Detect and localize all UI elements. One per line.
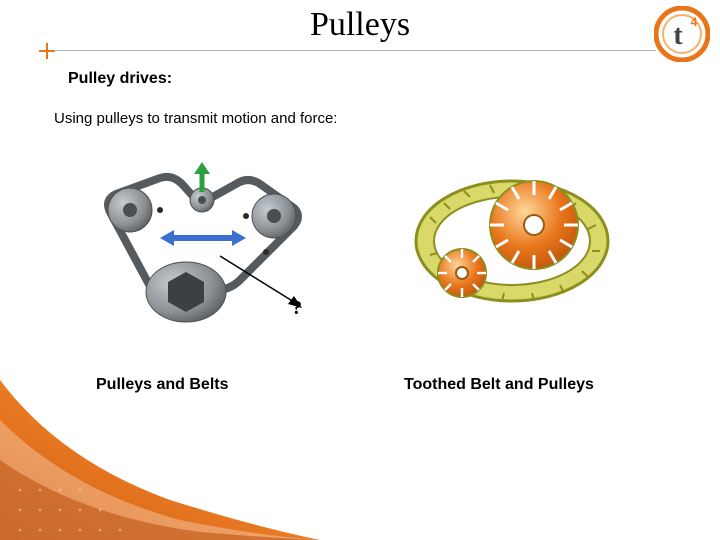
plus-icon xyxy=(39,43,55,59)
logo-superscript: 4 xyxy=(691,15,698,29)
title-rule xyxy=(46,50,658,62)
corner-decoration xyxy=(0,340,320,540)
slide: Pulleys Pulley drives: Using pulleys to … xyxy=(0,0,720,540)
section-subtext: Using pulleys to transmit motion and for… xyxy=(54,110,337,127)
toothed-belt-figure xyxy=(400,165,620,325)
slide-title: Pulleys xyxy=(0,6,720,44)
caption-right: Toothed Belt and Pulleys xyxy=(404,376,594,394)
t4-logo-icon: t 4 xyxy=(654,6,710,62)
logo-letter: t xyxy=(673,20,683,51)
question-mark: ? xyxy=(292,297,302,320)
horizontal-rule xyxy=(54,50,656,51)
blue-arrow-icon xyxy=(160,230,246,246)
green-arrow-icon xyxy=(194,162,210,192)
section-heading: Pulley drives: xyxy=(68,70,172,88)
